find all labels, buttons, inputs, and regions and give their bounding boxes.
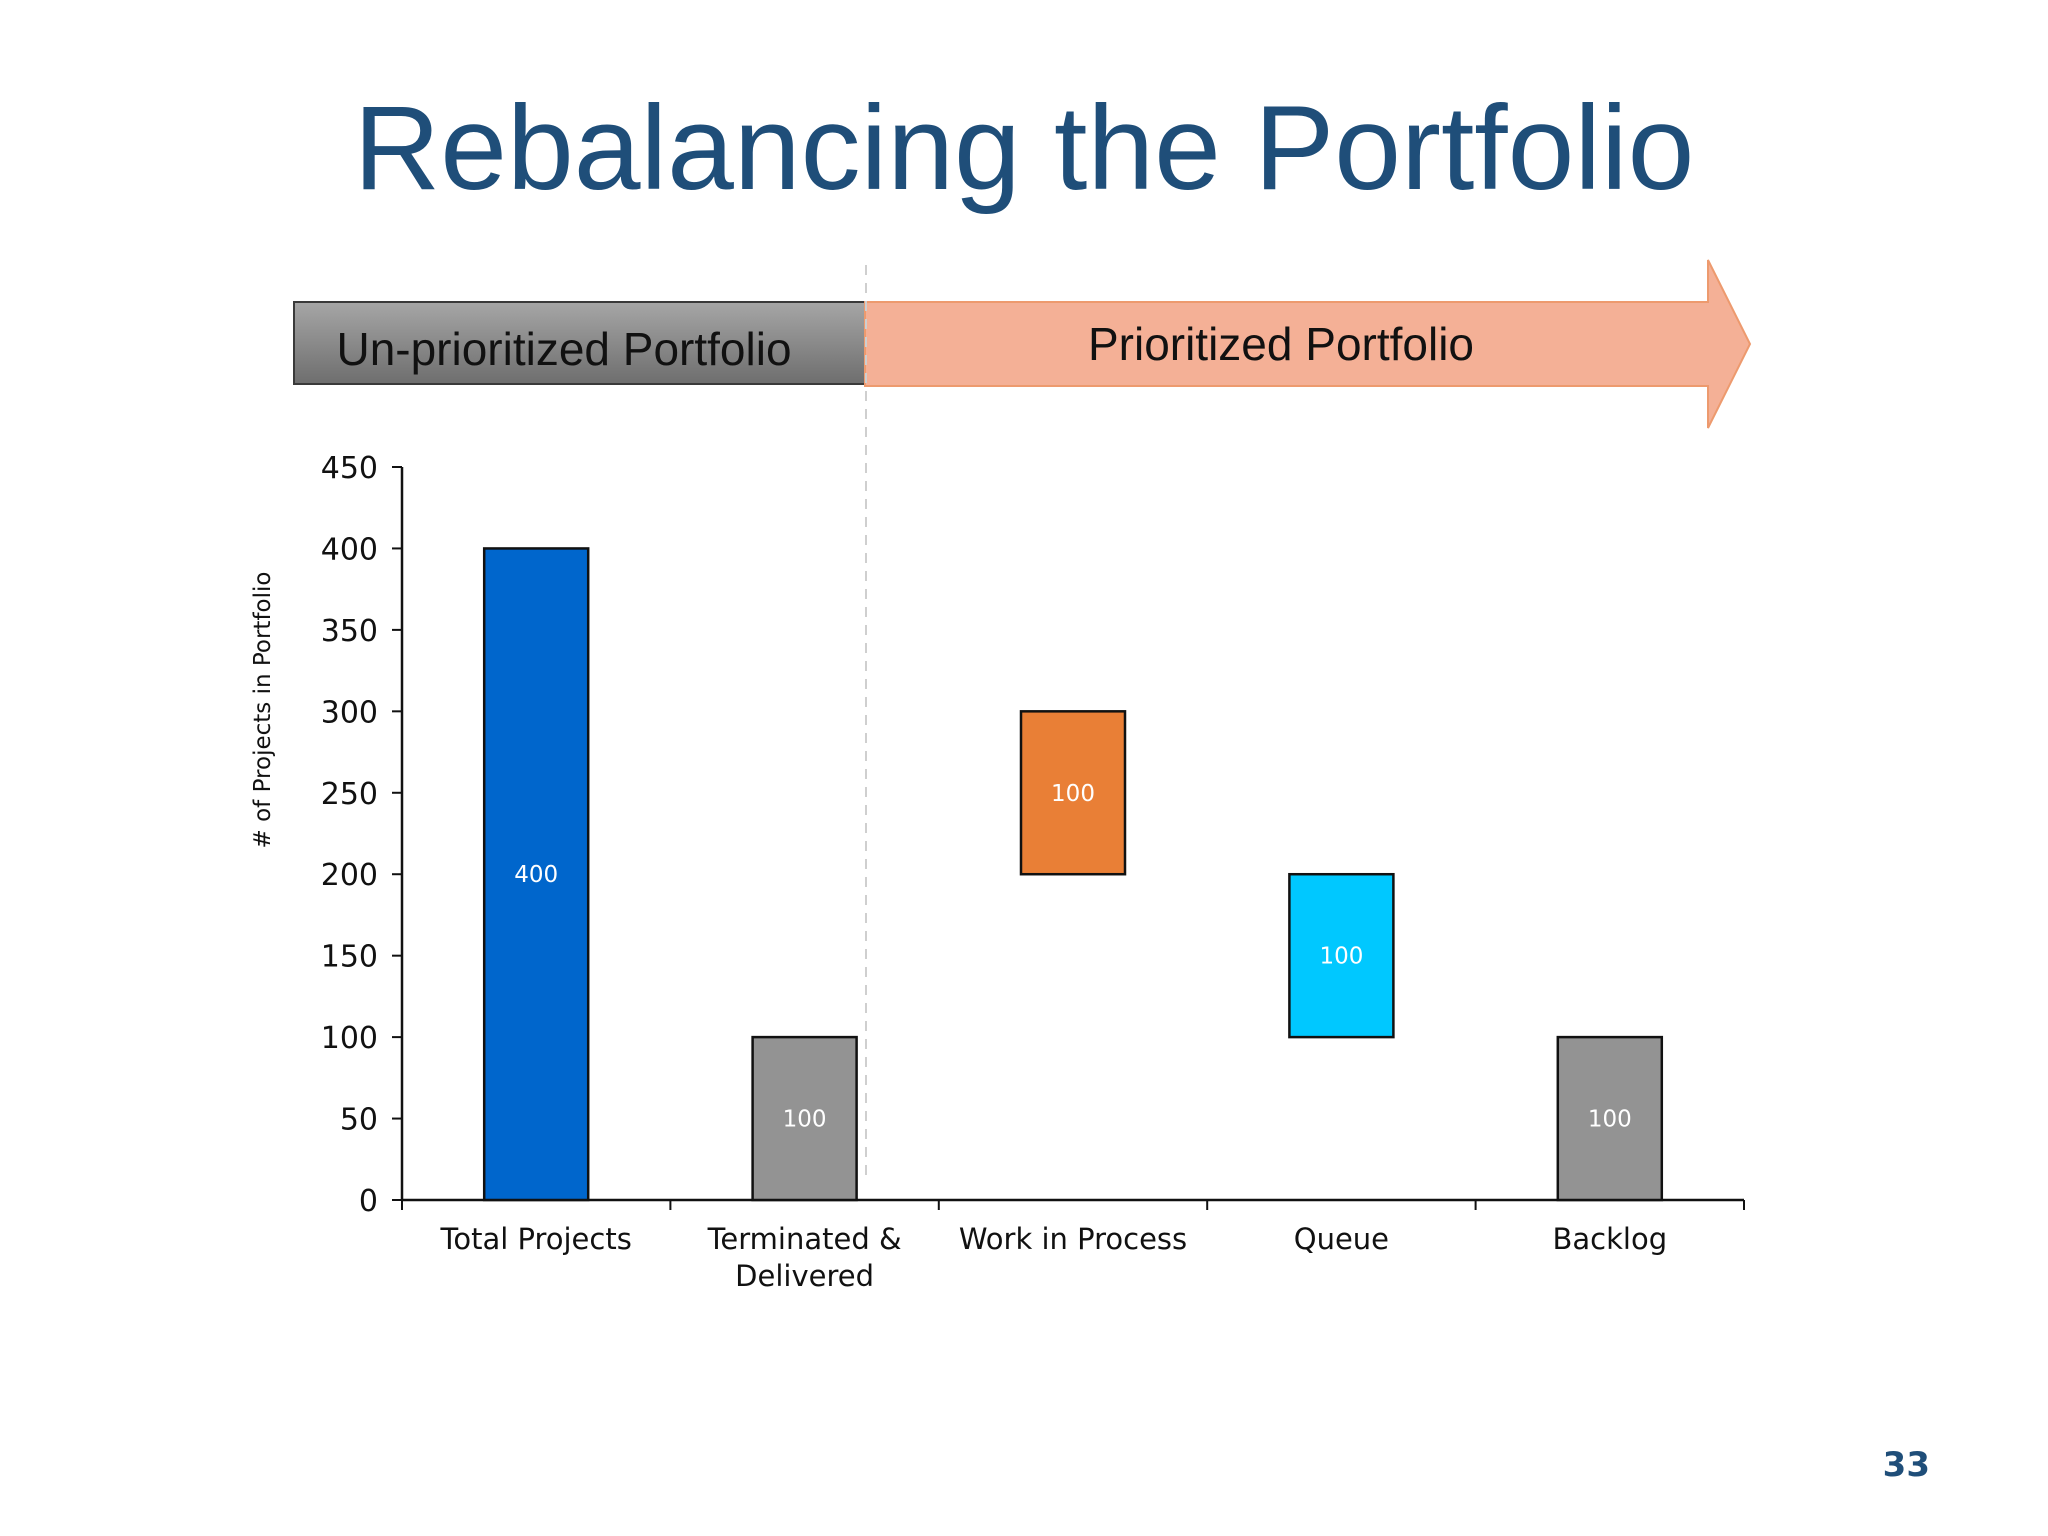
x-category-label: Total Projects [440,1222,632,1256]
slide-title: Rebalancing the Portfolio [353,81,1695,215]
y-tick-label: 0 [359,1184,378,1219]
page-number: 33 [1882,1445,1930,1485]
bar [482,547,590,1202]
unprioritized-band [293,301,866,385]
y-tick-label: 150 [321,940,378,975]
x-category-label: Terminated & [707,1222,902,1256]
y-tick-label: 350 [321,614,378,649]
y-tick-label: 250 [321,777,378,812]
bar [1288,872,1395,1039]
x-category-label: Delivered [735,1259,874,1293]
prioritized-label: Prioritized Portfolio [1088,318,1474,370]
y-tick-label: 300 [321,695,378,730]
x-category-label: Backlog [1552,1222,1667,1256]
y-axis-title: # of Projects in Portfolio [250,572,276,849]
bar-value-label: 100 [1588,1107,1632,1133]
prioritized-arrow [864,259,1752,429]
bar-value-label: 100 [1051,781,1095,807]
y-tick-label: 400 [321,532,378,567]
bar-value-label: 400 [514,862,558,888]
y-tick-label: 200 [321,858,378,893]
bar [1019,710,1127,876]
unprioritized-label: Un-prioritized Portfolio [336,323,791,375]
x-category-label: Queue [1294,1222,1389,1256]
bar-value-label: 100 [1319,944,1363,970]
bar [1556,1035,1664,1202]
y-tick-label: 450 [321,451,378,486]
y-tick-label: 50 [340,1103,378,1138]
bar [751,1035,858,1202]
y-tick-label: 100 [321,1021,378,1056]
bar-value-label: 100 [783,1107,827,1133]
x-category-label: Work in Process [959,1222,1187,1256]
